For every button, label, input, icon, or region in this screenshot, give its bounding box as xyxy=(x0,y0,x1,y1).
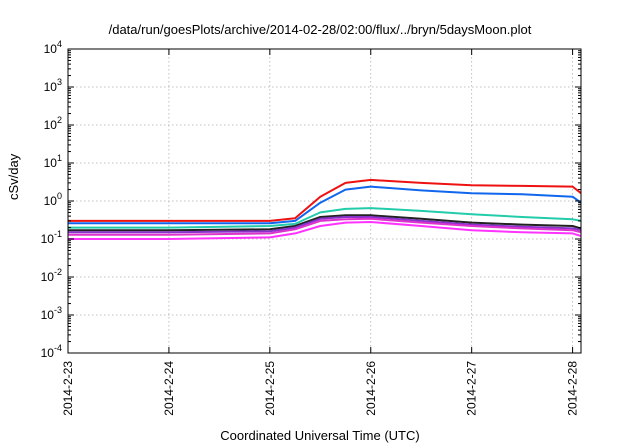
series-line xyxy=(68,207,582,229)
tick-layer: 10-4 10-3 10-2 10-1 100 101 102 103 104 2014-2-23… xyxy=(41,39,581,416)
series-line xyxy=(68,185,582,225)
series-line xyxy=(68,216,582,234)
x-tick-label: 2014-2-26 xyxy=(364,361,378,416)
y-tick-label: 100 xyxy=(44,191,62,208)
y-tick-label: 104 xyxy=(44,39,62,56)
series-line xyxy=(68,217,582,236)
y-tick-label: 10-4 xyxy=(41,343,62,360)
y-tick-label: 10-1 xyxy=(41,229,62,246)
x-tick-label: 2014-2-23 xyxy=(61,361,75,416)
x-tick-label: 2014-2-24 xyxy=(162,361,176,416)
x-tick-label: 2014-2-28 xyxy=(566,361,580,416)
series-line xyxy=(68,214,582,232)
x-axis-label: Coordinated Universal Time (UTC) xyxy=(220,428,420,443)
y-tick-label: 10-2 xyxy=(41,267,62,284)
chart-title: /data/run/goesPlots/archive/2014-02-28/0… xyxy=(108,22,532,37)
y-tick-label: 101 xyxy=(44,153,62,170)
series-line xyxy=(68,178,582,222)
series-layer xyxy=(68,178,582,240)
series-line xyxy=(68,221,582,240)
y-tick-label: 103 xyxy=(44,77,62,94)
y-tick-label: 10-3 xyxy=(41,305,62,322)
x-tick-label: 2014-2-25 xyxy=(263,361,277,416)
x-tick-label: 2014-2-27 xyxy=(465,361,479,416)
y-tick-label: 102 xyxy=(44,115,62,132)
